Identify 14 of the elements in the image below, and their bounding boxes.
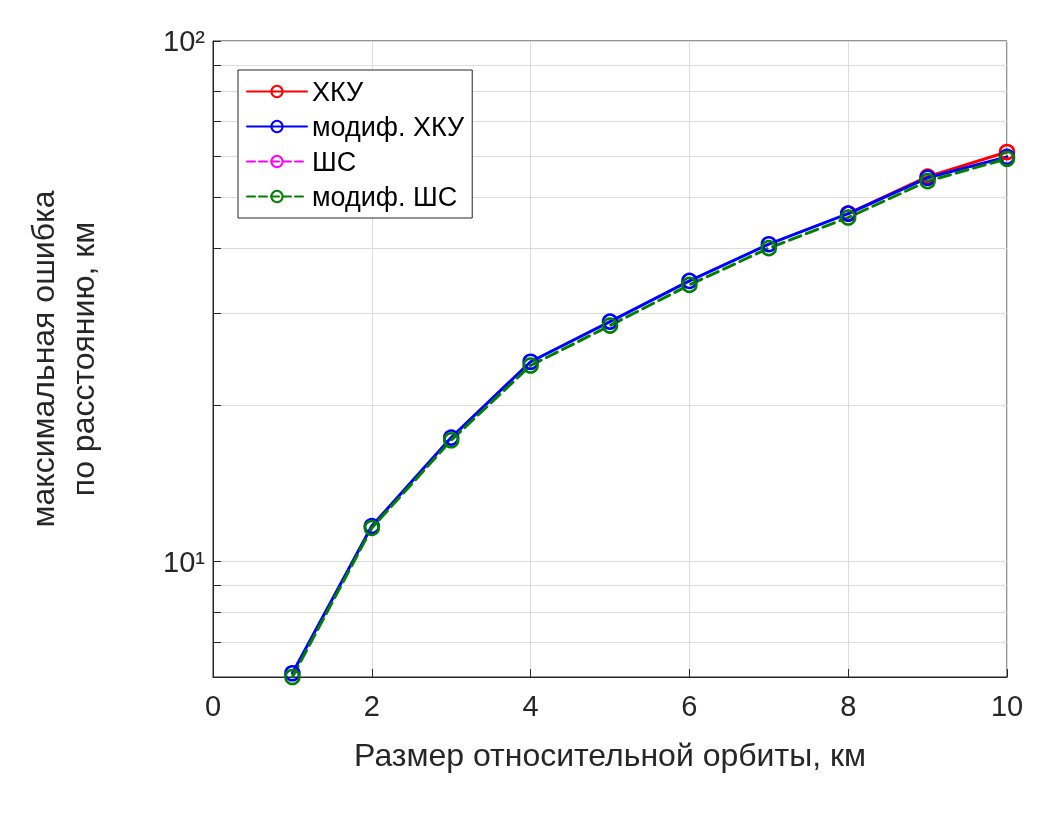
x-tick-label: 0: [204, 689, 222, 722]
legend-label: модиф. ШС: [312, 181, 458, 212]
y-tick-label: 10²: [163, 25, 206, 57]
x-tick-label: 10: [990, 689, 1024, 722]
legend-label: модиф. ХКУ: [312, 111, 466, 142]
legend-label: ХКУ: [312, 76, 365, 107]
x-tick-label: 4: [522, 689, 539, 722]
x-tick-label: 2: [363, 689, 380, 722]
legend-label: ШС: [312, 146, 357, 177]
y-axis-title: максимальная ошибка по расстоянию, км: [25, 190, 101, 528]
x-tick-label: 8: [840, 689, 857, 722]
x-tick-label: 6: [681, 689, 698, 722]
y-tick-label: 10¹: [163, 545, 206, 578]
x-axis-title: Размер относительной орбиты, км: [354, 737, 866, 773]
